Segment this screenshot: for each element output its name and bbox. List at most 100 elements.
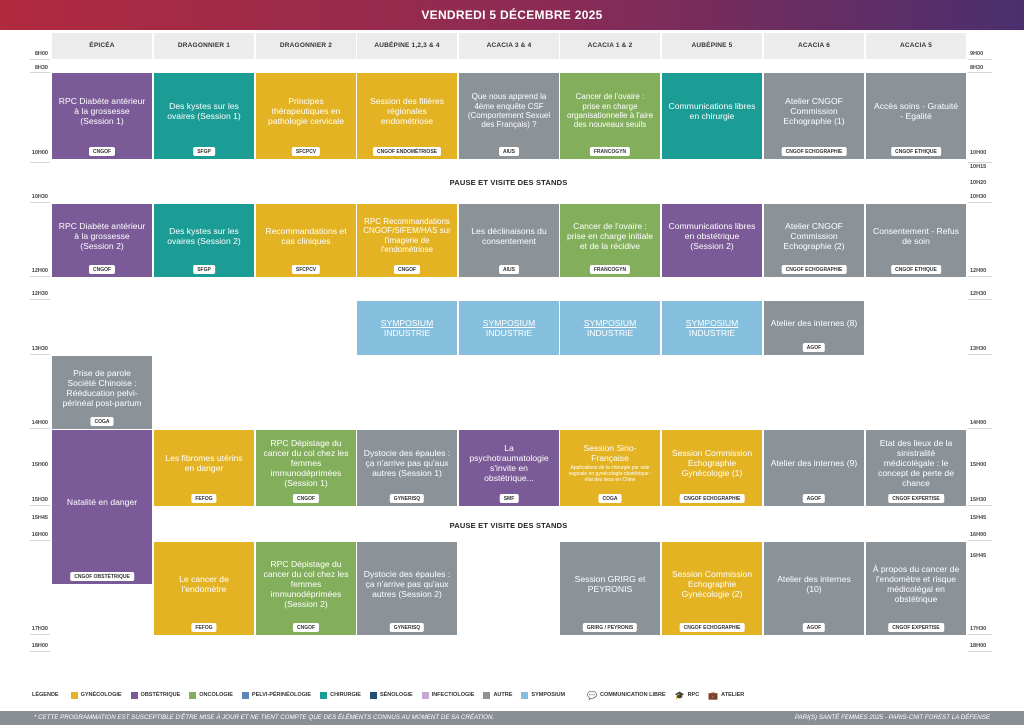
room-header-dragonnier-2: DRAGONNIER 2 (256, 33, 356, 59)
session-card[interactable]: Communications libres en obstétrique (Se… (662, 204, 762, 277)
session-title: Session Sino-Française (583, 443, 637, 463)
session-card[interactable]: Atelier des internes (8) AGOF (764, 301, 864, 355)
session-card[interactable]: Des kystes sur les ovaires (Session 1) S… (154, 73, 254, 159)
legend-item: SYMPOSIUM (521, 691, 566, 699)
session-card[interactable]: Dystocie des épaules : ça n'arrive pas q… (357, 542, 457, 635)
session-title: RPC Dépistage du cancer du col chez les … (263, 438, 349, 488)
session-card[interactable]: Atelier des internes (10) AGOF (764, 542, 864, 635)
session-card[interactable]: RPC Dépistage du cancer du col chez les … (256, 430, 356, 506)
session-card[interactable]: Les fibromes utérins en danger FEFOG (154, 430, 254, 506)
legend-label: SYMPOSIUM (531, 692, 566, 698)
time-tick (30, 651, 50, 652)
day-title: VENDREDI 5 DÉCEMBRE 2025 (421, 8, 603, 22)
time-label: 12H00 (970, 268, 987, 274)
session-title: Communications libres en chirurgie (668, 101, 756, 121)
legend-label: AUTRE (493, 692, 513, 698)
time-label: 10H15 (970, 164, 987, 170)
symposium-link[interactable]: SYMPOSIUM (685, 318, 739, 328)
footer-disclaimer: * CETTE PROGRAMMATION EST SUSCEPTIBLE D'… (34, 714, 495, 721)
session-organizer-tag: CNGOF ECHOGRAPHIE (781, 265, 847, 274)
symposium-link[interactable]: SYMPOSIUM (482, 318, 536, 328)
session-title: Cancer de l'ovaire : prise en charge org… (566, 92, 654, 130)
session-card[interactable]: Que nous apprend la 4ème enquête CSF (Co… (459, 73, 559, 159)
session-title: Etat des lieux de la sinistralité médico… (878, 438, 954, 488)
symposium-card[interactable]: SYMPOSIUM INDUSTRIE (662, 301, 762, 355)
legend-label: GYNÉCOLOGIE (80, 692, 122, 698)
symposium-link[interactable]: SYMPOSIUM (380, 318, 434, 328)
time-label: 15H00 (970, 462, 987, 468)
session-title: Les fibromes utérins en danger (165, 453, 243, 473)
symposium-title: INDUSTRIE (485, 328, 533, 338)
time-label: 10H20 (970, 180, 987, 186)
time-tick (30, 299, 50, 300)
time-tick (30, 59, 50, 60)
session-subtitle: Applications de la chirurgie par voie va… (568, 465, 652, 483)
session-card[interactable]: RPC Recommandations CNGOF/SIFEM/HAS sur … (357, 204, 457, 277)
session-title: Consentement - Refus de soin (873, 225, 959, 246)
time-label: 15H00 (31, 462, 48, 468)
legend-item: 💬 COMMUNICATION LIBRE (587, 691, 666, 700)
session-organizer-tag: SFCPCV (291, 265, 321, 274)
session-title: RPC Dépistage du cancer du col chez les … (263, 558, 349, 609)
symposium-card[interactable]: SYMPOSIUM INDUSTRIE (357, 301, 457, 355)
legend-label: OBSTÉTRIQUE (140, 692, 181, 698)
session-card[interactable]: Des kystes sur les ovaires (Session 2) S… (154, 204, 254, 277)
session-card[interactable]: Session Commission Echographie Gynécolog… (662, 542, 762, 635)
session-card[interactable]: RPC Diabète antérieur à la grossesse (Se… (52, 73, 152, 159)
session-card[interactable]: Accès soins - Gratuité - Egalité CNGOF E… (866, 73, 966, 159)
time-tick (30, 354, 50, 355)
session-title: Natalité en danger (66, 497, 138, 507)
session-organizer-tag: AGOF (802, 494, 826, 503)
time-tick (968, 505, 992, 506)
symposium-card[interactable]: SYMPOSIUM INDUSTRIE (459, 301, 559, 355)
time-label: 16H00 (31, 532, 48, 538)
session-card[interactable]: Atelier des internes (9) AGOF (764, 430, 864, 506)
session-card[interactable]: Les déclinaisons du consentement AIUS (459, 204, 559, 277)
session-organizer-tag: AIUS (499, 147, 519, 156)
legend-item: 💼 ATELIER (708, 691, 744, 700)
session-card[interactable]: Atelier CNGOF Commission Echographie (2)… (764, 204, 864, 277)
session-card[interactable]: Cancer de l'ovaire : prise en charge org… (560, 73, 660, 159)
session-title: Recommandations et cas cliniques (265, 225, 347, 246)
session-card[interactable]: Session GRIRG et PEYRONIS GRIRG / PEYRON… (560, 542, 660, 635)
session-card[interactable]: Cancer de l'ovaire : prise en charge ini… (560, 204, 660, 277)
session-title: Accès soins - Gratuité - Egalité (873, 101, 959, 121)
session-card[interactable]: Recommandations et cas cliniques SFCPCV (256, 204, 356, 277)
room-header-epicea: ÉPICÉA (52, 33, 152, 59)
graduation-cap-icon: 🎓 (674, 690, 685, 700)
time-label: 18H00 (31, 643, 48, 649)
session-card[interactable]: Session Sino-Française Applications de l… (560, 430, 660, 506)
session-card[interactable]: Le cancer de l'endomètre FEFOG (154, 542, 254, 635)
legend-swatch (70, 691, 78, 699)
time-label: 10H00 (970, 150, 987, 156)
session-organizer-tag: CNGOF ETHIQUE (891, 147, 941, 156)
legend: LÉGENDE GYNÉCOLOGIE OBSTÉTRIQUE ONCOLOGI… (32, 689, 992, 701)
legend-swatch (421, 691, 429, 699)
session-title: Les déclinaisons du consentement (471, 225, 547, 246)
session-card[interactable]: Session des filières régionales endométr… (357, 73, 457, 159)
symposium-card[interactable]: SYMPOSIUM INDUSTRIE (560, 301, 660, 355)
room-header-aubepine-5: AUBÉPINE 5 (662, 33, 762, 59)
session-organizer-tag: SFGP (193, 265, 215, 274)
session-organizer-tag: COGA (90, 417, 114, 426)
session-organizer-tag: CNGOF (88, 147, 116, 156)
session-organizer-tag: CNGOF (393, 265, 421, 274)
symposium-link[interactable]: SYMPOSIUM (583, 318, 637, 328)
session-card[interactable]: Communications libres en chirurgie (662, 73, 762, 159)
session-title: Session Commission Echographie Gynécolog… (671, 448, 753, 478)
session-card[interactable]: Atelier CNGOF Commission Echographie (1)… (764, 73, 864, 159)
session-card[interactable]: Prise de parole Société Chinoise : Réédu… (52, 356, 152, 429)
session-organizer-tag: COGA (598, 494, 622, 503)
session-card[interactable]: La psychotraumatologie s'invite en obsté… (459, 430, 559, 506)
session-card[interactable]: Principes thérapeutiques en pathologie c… (256, 73, 356, 159)
session-card[interactable]: Consentement - Refus de soin CNGOF ETHIQ… (866, 204, 966, 277)
session-card[interactable]: À propos du cancer de l'endomètre et ris… (866, 542, 966, 635)
session-card[interactable]: Natalité en danger CNGOF OBSTÉTRIQUE (52, 430, 152, 584)
session-card[interactable]: RPC Dépistage du cancer du col chez les … (256, 542, 356, 635)
time-label: 12H00 (31, 268, 48, 274)
session-card[interactable]: RPC Diabète antérieur à la grossesse (Se… (52, 204, 152, 277)
time-label: 18H00 (970, 643, 987, 649)
session-card[interactable]: Etat des lieux de la sinistralité médico… (866, 430, 966, 506)
session-card[interactable]: Dystocie des épaules : ça n'arrive pas q… (357, 430, 457, 506)
session-card[interactable]: Session Commission Echographie Gynécolog… (662, 430, 762, 506)
